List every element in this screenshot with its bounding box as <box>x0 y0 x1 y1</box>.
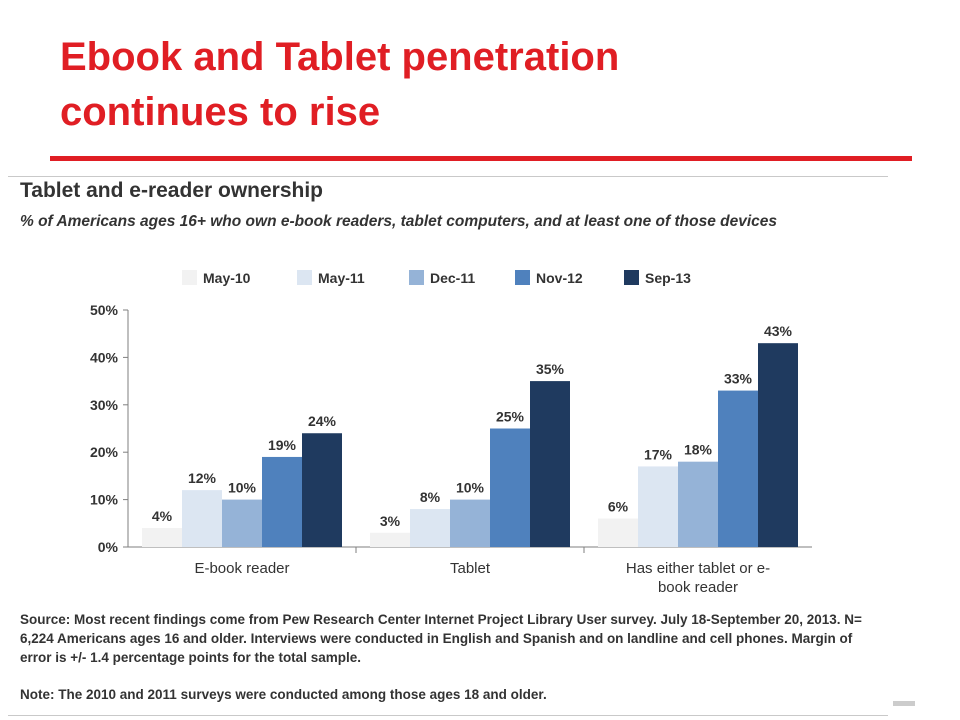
slide-corner-mark <box>893 701 915 706</box>
data-label: 3% <box>380 513 401 529</box>
bar <box>302 433 342 547</box>
data-label: 25% <box>496 409 525 425</box>
category-label-line: book reader <box>658 579 738 596</box>
slide-title-line-2: continues to rise <box>60 90 381 134</box>
chart-subtitle: % of Americans ages 16+ who own e-book r… <box>20 213 777 230</box>
bar <box>142 528 182 547</box>
bar <box>718 390 758 547</box>
legend-label: May-11 <box>318 270 365 286</box>
bar <box>530 381 570 547</box>
bar <box>638 466 678 547</box>
y-tick-label: 40% <box>90 349 119 365</box>
legend-swatch <box>515 270 530 285</box>
bar <box>598 518 638 547</box>
chart-title: Tablet and e-reader ownership <box>20 179 324 202</box>
legend-swatch <box>624 270 639 285</box>
slide-title: Ebook and Tablet penetration continues to… <box>60 30 920 140</box>
source-note: Source: Most recent findings come from P… <box>20 612 862 665</box>
bar <box>490 428 530 547</box>
legend-label: May-10 <box>203 270 251 286</box>
x-axis-categories: E-book reader Tablet Has either tablet or … <box>194 547 770 596</box>
y-tick-label: 20% <box>90 444 119 460</box>
data-label: 35% <box>536 361 565 377</box>
data-label: 19% <box>268 437 297 453</box>
data-label: 10% <box>456 480 485 496</box>
bar <box>450 499 490 547</box>
data-label: 33% <box>724 371 753 387</box>
category-label-line: E-book reader <box>194 560 289 577</box>
bar <box>262 456 302 547</box>
y-tick-label: 0% <box>98 539 119 555</box>
chart-legend: May-10 May-11 Dec-11 Nov-12 Sep-13 <box>182 270 691 286</box>
category-label: Has either tablet or e-book reader <box>626 560 770 596</box>
legend-label: Sep-13 <box>645 270 691 286</box>
data-label: 43% <box>764 323 793 339</box>
title-divider <box>50 156 912 161</box>
data-labels: 4% 12% 10% 19% 24% 3% 8% 10% 25% 35% 6% 17% 18% 33% 43… <box>152 323 793 529</box>
bar <box>678 461 718 547</box>
legend-swatch <box>182 270 197 285</box>
data-label: 10% <box>228 480 257 496</box>
chart-frame <box>8 176 888 716</box>
bar <box>370 532 410 547</box>
bar <box>182 490 222 547</box>
data-label: 17% <box>644 446 673 462</box>
data-label: 4% <box>152 508 173 524</box>
survey-note: Note: The 2010 and 2011 surveys were con… <box>20 687 547 702</box>
bar <box>222 499 262 547</box>
y-tick-label: 50% <box>90 302 119 318</box>
bar <box>758 343 798 547</box>
data-label: 18% <box>684 442 713 458</box>
category-label-line: Has either tablet or e- <box>626 560 770 577</box>
legend-swatch <box>297 270 312 285</box>
data-label: 8% <box>420 489 441 505</box>
bar <box>410 509 450 547</box>
slide-title-line-1: Ebook and Tablet penetration <box>60 35 620 79</box>
data-label: 6% <box>608 499 629 515</box>
legend-label: Dec-11 <box>430 270 475 286</box>
category-label: E-book reader <box>194 560 289 577</box>
category-label-line: Tablet <box>450 560 491 577</box>
data-label: 24% <box>308 413 337 429</box>
bar-series <box>142 343 798 547</box>
category-label: Tablet <box>450 560 491 577</box>
y-tick-label: 30% <box>90 397 119 413</box>
y-tick-label: 10% <box>90 492 119 508</box>
data-label: 12% <box>188 470 217 486</box>
legend-label: Nov-12 <box>536 270 583 286</box>
legend-swatch <box>409 270 424 285</box>
